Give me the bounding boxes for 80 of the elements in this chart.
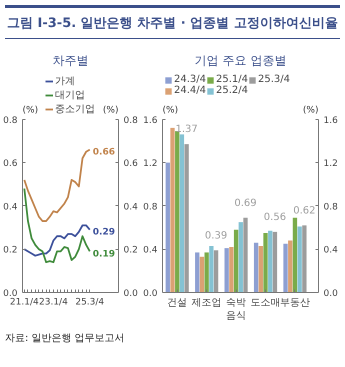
- y-tick-label: 1.6: [143, 116, 158, 126]
- y-tick-label: 0.8: [3, 116, 18, 126]
- bar: [195, 252, 200, 292]
- y-tick-label: 0.0: [143, 289, 158, 299]
- data-label: 1.37: [176, 124, 198, 136]
- y2-tick-label: 0.6: [124, 159, 138, 170]
- data-label: 0.39: [204, 230, 228, 242]
- y2-tick-label: 0.4: [124, 202, 138, 212]
- y-tick-label: 0.0: [3, 289, 18, 299]
- data-label: 0.69: [234, 198, 257, 209]
- legend-label: 대기업: [55, 89, 85, 102]
- bar: [292, 218, 298, 292]
- legend-label: 25.1/4: [216, 74, 248, 85]
- x-tick-label: 부동산: [280, 298, 310, 308]
- y-tick-label: 0.8: [143, 202, 158, 212]
- y-tick-label: 0.6: [3, 159, 18, 170]
- bar: [254, 242, 258, 292]
- y-tick-label: 0.2: [3, 246, 18, 256]
- x-tick-label: 21.1/4: [10, 298, 39, 308]
- y2-tick-label: 1.2: [324, 159, 338, 170]
- text: 자료: 일반은행 업무보고서: [5, 332, 125, 345]
- bar: [229, 247, 234, 292]
- data-label: 0.56: [264, 212, 286, 223]
- data-label: 0.19: [92, 249, 115, 260]
- y2-tick-label: 0.8: [124, 116, 138, 126]
- x-tick-label: 건설: [167, 298, 188, 308]
- x-tick-label: 숙박 음식: [226, 298, 246, 322]
- bar: [238, 222, 243, 292]
- y2-axis-title: (%): [102, 105, 119, 116]
- bar: [272, 232, 278, 292]
- data-label: 0.62: [293, 205, 316, 216]
- y2-tick-label: 0.0: [324, 289, 338, 299]
- bar: [170, 128, 175, 292]
- x-tick-label: 23.1/4: [39, 298, 68, 308]
- x-tick-label: 도소매: [250, 298, 281, 308]
- line-series: [23, 224, 91, 257]
- line-series: [23, 148, 91, 222]
- y2-tick-label: 0.8: [324, 202, 338, 212]
- bar: [214, 250, 218, 292]
- y2-axis-title: (%): [302, 105, 319, 116]
- legend-label: 24.4/4: [174, 85, 206, 96]
- bar: [184, 144, 189, 292]
- legend-label: 25.3/4: [258, 74, 290, 85]
- chart-title: 기업 주요 업종별: [194, 54, 286, 68]
- bar: [263, 232, 268, 292]
- data-label: 0.66: [92, 148, 115, 158]
- bar: [302, 225, 307, 292]
- legend-label: 24.3/4: [174, 74, 206, 85]
- text: 그림 Ⅰ-3-5. 일반은행 차주별 · 업종별 고정이하여신비율: [5, 5, 340, 39]
- bar: [283, 244, 288, 292]
- bar: [258, 246, 263, 292]
- bar: [297, 226, 302, 292]
- bar: [166, 162, 170, 292]
- y-tick-label: 0.4: [3, 202, 18, 212]
- y-axis-title: (%): [162, 105, 178, 116]
- bar: [204, 252, 209, 292]
- bar: [200, 256, 204, 292]
- y2-tick-label: 1.6: [324, 116, 338, 126]
- bar: [288, 240, 292, 292]
- bar: [234, 230, 238, 292]
- line-series: [23, 188, 91, 264]
- bar: [268, 230, 272, 292]
- legend-label: 중소기업: [55, 103, 95, 116]
- legend-label: 25.2/4: [216, 85, 248, 96]
- y-tick-label: 1.2: [143, 159, 158, 170]
- bar: [209, 246, 214, 292]
- x-tick-label: 25.3/4: [75, 298, 104, 308]
- y2-tick-label: 0.0: [124, 289, 138, 299]
- x-tick-label: 제조업: [192, 298, 222, 308]
- bar: [243, 218, 248, 292]
- bar: [224, 248, 229, 292]
- y2-tick-label: 0.2: [124, 246, 138, 256]
- data-label: 0.29: [92, 228, 115, 238]
- bar: [180, 134, 184, 292]
- chart-title: 차주별: [52, 54, 88, 68]
- y-axis-title: (%): [22, 105, 38, 116]
- bar: [175, 131, 180, 292]
- y2-tick-label: 0.4: [324, 246, 338, 256]
- y-tick-label: 0.4: [143, 246, 158, 256]
- legend-label: 가계: [55, 75, 75, 88]
